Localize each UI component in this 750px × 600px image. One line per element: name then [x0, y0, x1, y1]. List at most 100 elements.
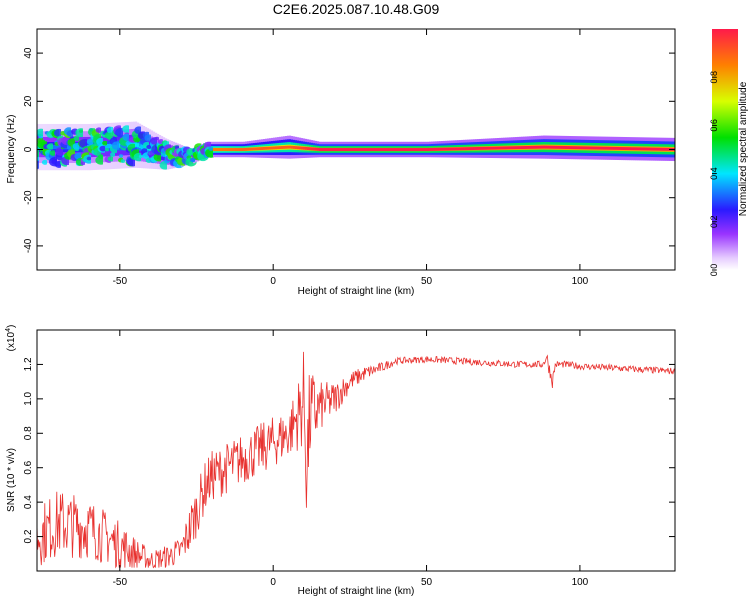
spectrogram-cell — [541, 145, 544, 149]
spectrogram-cell — [521, 146, 524, 149]
spectrogram-cell — [407, 148, 410, 151]
spectrogram-cell — [223, 148, 226, 151]
spectrogram-cell — [241, 148, 244, 151]
spectrogram-cell — [275, 146, 278, 150]
spectrogram-cell — [357, 148, 360, 151]
spectrogram-cell — [659, 147, 662, 151]
spectrogram-cell — [303, 146, 306, 150]
spectrogram-cell — [645, 147, 648, 151]
spectrogram-cell — [109, 143, 112, 149]
spectrogram-cell — [379, 148, 382, 151]
spectrogram-cell — [347, 148, 350, 151]
spectrogram-cell — [587, 146, 590, 150]
spectrogram-cell — [649, 147, 652, 151]
snr-y-axis: 0.2 0.4 0.6 0.8 1.0 1.2 — [23, 357, 675, 544]
spectrogram-cell — [345, 148, 348, 151]
spectrogram-cell — [415, 148, 418, 151]
spectrogram-cell — [251, 147, 254, 151]
spectrogram-cell — [471, 147, 474, 151]
spectrogram-cell — [529, 145, 532, 149]
spectrogram-cell — [245, 147, 248, 151]
spectrogram-cell — [349, 148, 352, 151]
spectrogram-cell — [377, 148, 380, 151]
snr-y-multiplier: (x104) — [5, 325, 17, 352]
snr-x-tick-label: 0 — [270, 577, 276, 588]
spectrogram-cell — [501, 146, 504, 150]
spectrogram-cell — [137, 143, 140, 148]
spectrogram-cell — [337, 148, 340, 151]
spectrogram-cell — [553, 145, 556, 149]
spectrogram-cell — [425, 148, 428, 151]
spectrogram-cell — [365, 148, 368, 151]
spectrogram-cell — [625, 147, 628, 151]
spectrogram-cell — [227, 148, 230, 151]
spectrogram-cell — [335, 148, 338, 151]
spectrogram-blob — [49, 150, 57, 156]
spectrogram-cell — [331, 148, 334, 151]
spectrogram-cell — [445, 147, 448, 151]
spectrogram-cell — [225, 148, 228, 151]
spectrogram-cell — [579, 146, 582, 150]
spectrogram-cell — [519, 146, 522, 150]
spectrogram-cell — [453, 147, 456, 151]
spectrogram-cell — [633, 147, 636, 151]
spectrogram-cell — [263, 146, 266, 150]
spectrogram-cell — [231, 148, 234, 151]
spectrogram-blob — [104, 148, 110, 152]
spectrogram-cell — [651, 147, 654, 151]
spectrogram-cell — [575, 146, 578, 150]
snr-series-line — [37, 351, 675, 569]
spectrogram-cell — [449, 147, 452, 151]
spectrogram-cell — [591, 146, 594, 150]
spectrogram-cell — [555, 145, 558, 149]
spectrogram-cell — [399, 148, 402, 151]
spectrogram-cell — [341, 148, 344, 151]
spectrogram-cell — [657, 147, 660, 151]
spectrogram-cell — [483, 146, 486, 150]
spectrogram-cell — [485, 146, 488, 150]
spectrogram-cell — [247, 147, 250, 151]
spectrogram-cell — [255, 147, 258, 151]
spectrogram-cell — [583, 146, 586, 150]
colorbar-tick-label: 0.8 — [709, 71, 719, 84]
spectrogram-cell — [665, 147, 668, 151]
spectrogram-cell — [487, 146, 490, 150]
spectrogram-y-tick-label: 20 — [23, 95, 34, 107]
spectrogram-cell — [215, 148, 218, 151]
spectrogram-cell — [299, 146, 302, 150]
spectrogram-cell — [391, 148, 394, 151]
spectrogram-cell — [615, 146, 618, 150]
spectrogram-cell — [343, 148, 346, 151]
spectrogram-x-tick-label: 0 — [270, 276, 276, 287]
spectrogram-cell — [259, 147, 262, 151]
colorbar-tick-label: 0.0 — [709, 264, 719, 277]
spectrogram-cell — [443, 147, 446, 151]
spectrogram-cell — [285, 145, 288, 149]
spectrogram-cell — [599, 146, 602, 150]
spectrogram-cell — [459, 147, 462, 151]
spectrogram-cell — [375, 148, 378, 151]
spectrogram-cell — [411, 148, 414, 151]
spectrogram-cell — [635, 147, 638, 151]
spectrogram-cell — [631, 147, 634, 151]
spectrogram-blob — [138, 154, 144, 159]
spectrogram-x-axis: -50 0 50 100 — [113, 29, 589, 287]
spectrogram-cell — [413, 148, 416, 151]
spectrogram-cell — [281, 146, 284, 149]
spectrogram-cell — [339, 148, 342, 151]
spectrogram-cell — [567, 146, 570, 149]
snr-x-tick-label: 50 — [421, 577, 433, 588]
snr-y-tick-label: 0.2 — [23, 529, 34, 543]
colorbar: 0.0 0.2 0.4 0.6 0.8 Normalized spectral ampl… — [709, 29, 749, 276]
spectrogram-cell — [477, 147, 480, 150]
spectrogram-cell — [319, 148, 322, 151]
spectrogram-blob — [154, 136, 160, 141]
spectrogram-cell — [607, 146, 610, 150]
spectrogram-cell — [321, 148, 324, 151]
spectrogram-cell — [629, 147, 632, 151]
spectrogram-cell — [429, 148, 432, 151]
spectrogram-blob — [86, 156, 92, 161]
spectrogram-cell — [573, 146, 576, 150]
spectrogram-y-tick-label: -40 — [23, 238, 34, 253]
